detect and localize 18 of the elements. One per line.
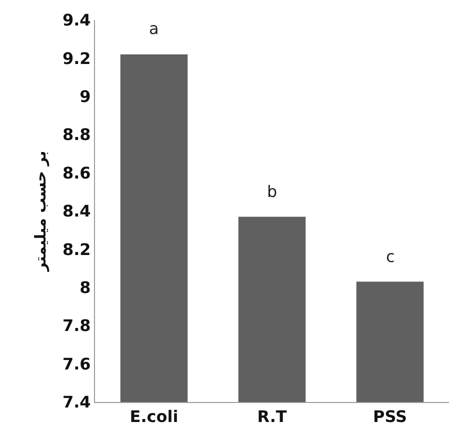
x-tick-label: R.T (257, 407, 287, 426)
x-tick-label: PSS (372, 407, 408, 426)
y-tick-label: 9.2 (62, 48, 91, 68)
annotation: a (149, 19, 159, 38)
y-tick-label: 9 (80, 87, 91, 106)
y-tick-label: 8.4 (62, 202, 91, 221)
y-tick-label: 8.8 (62, 125, 91, 144)
y-tick-label: 7.8 (62, 316, 91, 336)
y-tick-label: 8 (80, 278, 91, 297)
y-tick-label: 7.4 (62, 392, 91, 412)
y-tick-label: 9.4 (62, 10, 91, 30)
y-tick-label: 8.6 (62, 163, 91, 182)
annotation: c (386, 247, 395, 266)
y-tick-label: 8.2 (62, 240, 91, 259)
y-tick-label: 7.6 (62, 354, 91, 374)
x-tick-label: E.coli (130, 407, 178, 426)
annotation: b (267, 182, 278, 201)
y-axis-title: بر حسب میلیمتر (32, 150, 50, 272)
